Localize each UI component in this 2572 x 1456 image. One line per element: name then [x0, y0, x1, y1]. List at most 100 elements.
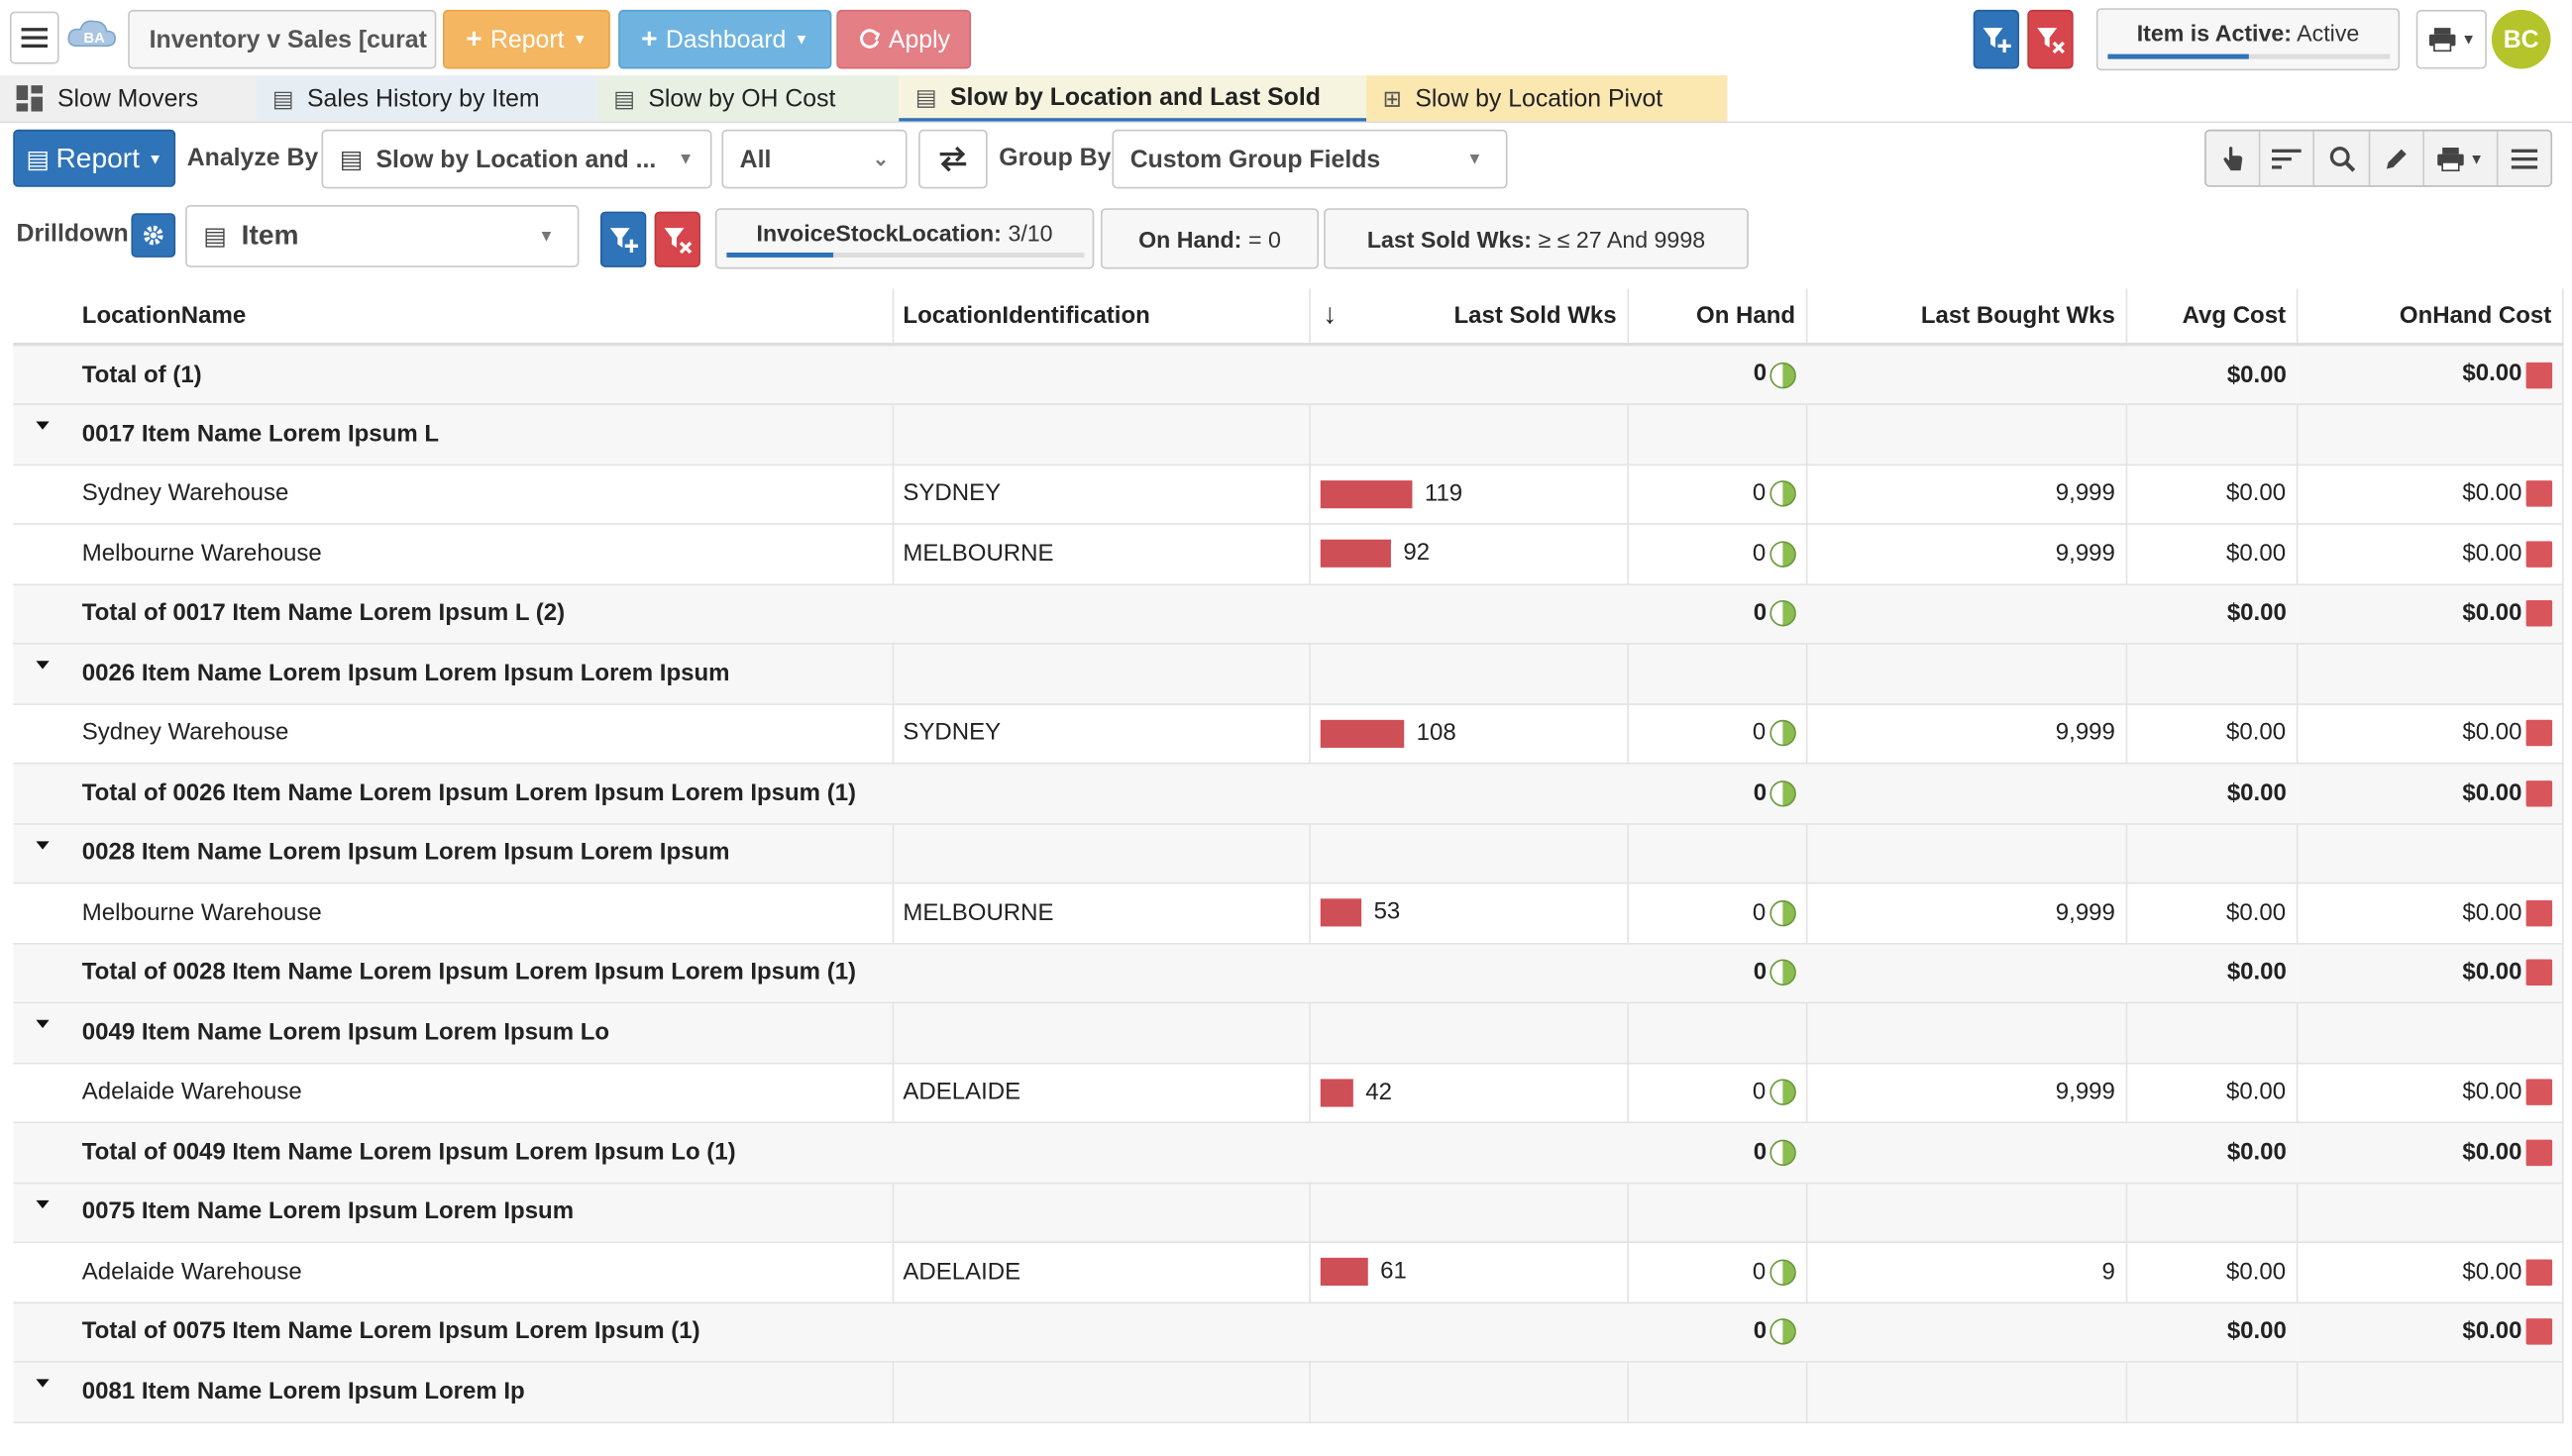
avg-cost-cell: $0.00 — [2125, 942, 2297, 1004]
scope-select[interactable]: All ⌄ — [721, 129, 908, 189]
filter-chip-text: InvoiceStockLocation: 3/10 — [757, 220, 1053, 246]
last-sold-cell: 61 — [1309, 1242, 1629, 1303]
last-sold-bar — [1319, 1078, 1353, 1107]
filter-chip-invoice-stock-location[interactable]: InvoiceStockLocation: 3/10 — [714, 208, 1095, 269]
onhand-cost-bar-icon — [2524, 541, 2552, 568]
group-row[interactable]: 0075 Item Name Lorem Ipsum Lorem Ipsum — [13, 1182, 2563, 1243]
last-bought-value: 9,999 — [2055, 480, 2115, 507]
tab-slow-movers[interactable]: Slow Movers — [0, 75, 257, 122]
group-name: 0049 Item Name Lorem Ipsum Lorem Ipsum L… — [81, 1019, 610, 1046]
col-header-last-sold-wks[interactable]: ↓ Last Sold Wks — [1309, 288, 1629, 347]
onhand-cost-value: $0.00 — [2462, 361, 2522, 388]
table-row[interactable]: Melbourne Warehouse MELBOURNE 92 0 9,999 $0.0… — [13, 523, 2563, 585]
collapse-caret-icon[interactable] — [36, 661, 50, 670]
empty-cell — [1627, 823, 1807, 884]
user-avatar[interactable]: BC — [2491, 9, 2551, 69]
group-row[interactable]: 0081 Item Name Lorem Ipsum Lorem Ip — [13, 1361, 2563, 1423]
location-name-cell: Adelaide Warehouse — [13, 1062, 894, 1124]
empty-cell — [2296, 404, 2563, 466]
printer-icon — [2437, 147, 2465, 171]
avg-cost-cell: $0.00 — [2125, 763, 2297, 824]
table-row[interactable]: Adelaide Warehouse ADELAIDE 42 0 9,999 $0.00 $… — [13, 1062, 2563, 1124]
on-hand-pie-icon — [1769, 362, 1796, 388]
drilldown-clear-filter-button[interactable] — [654, 211, 700, 267]
on-hand-value: 0 — [1752, 480, 1767, 507]
drilldown-add-filter-button[interactable] — [599, 211, 647, 267]
export-print-button[interactable]: ▼ — [2424, 131, 2499, 186]
group-row[interactable]: 0028 Item Name Lorem Ipsum Lorem Ipsum L… — [13, 823, 2563, 884]
on-hand-value: 0 — [1753, 780, 1768, 806]
total-row[interactable]: Total of 0049 Item Name Lorem Ipsum Lore… — [13, 1122, 2563, 1184]
edit-button[interactable] — [2370, 131, 2424, 186]
print-menu-button[interactable]: ▼ — [2415, 9, 2487, 69]
report-menu-button[interactable]: ▤ Report ▼ — [13, 129, 176, 187]
filter-chip-on-hand[interactable]: On Hand: = 0 — [1100, 208, 1320, 269]
tab-slow-by-oh-cost[interactable]: ▤ Slow by OH Cost — [596, 75, 900, 122]
table-row[interactable]: Adelaide Warehouse ADELAIDE 61 0 9 $0.00 $0.00 — [13, 1242, 2563, 1303]
filter-clear-icon — [664, 228, 693, 255]
hamburger-menu-button[interactable] — [9, 11, 59, 64]
tab-slow-by-location-pivot[interactable]: ⊞ Slow by Location Pivot — [1366, 75, 1728, 122]
table-row[interactable]: Sydney Warehouse SYDNEY 119 0 9,999 $0.00 $0.0… — [13, 464, 2563, 525]
onhand-cost-cell: $0.00 — [2296, 1301, 2563, 1363]
avg-cost-value: $0.00 — [2226, 1139, 2287, 1166]
drilldown-select[interactable]: ▤ Item ▼ — [185, 204, 580, 267]
apply-button[interactable]: Apply — [836, 9, 972, 69]
apply-label: Apply — [888, 25, 951, 53]
on-hand-value: 0 — [1753, 600, 1768, 627]
collapse-caret-icon[interactable] — [36, 840, 50, 849]
add-filter-button[interactable] — [1973, 9, 2020, 69]
collapse-caret-icon[interactable] — [36, 1019, 50, 1029]
collapse-caret-icon[interactable] — [36, 1379, 50, 1388]
add-dashboard-button[interactable]: + Dashboard ▼ — [618, 9, 832, 69]
last-sold-bar — [1319, 540, 1391, 569]
tab-sales-history-by-item[interactable]: ▤ Sales History by Item — [256, 75, 597, 122]
group-row[interactable]: 0049 Item Name Lorem Ipsum Lorem Ipsum L… — [13, 1002, 2563, 1064]
total-row[interactable]: Total of 0026 Item Name Lorem Ipsum Lore… — [13, 763, 2563, 824]
avg-cost-cell: $0.00 — [2125, 1062, 2298, 1124]
onhand-cost-bar-icon — [2524, 1318, 2552, 1346]
report-title-tab[interactable]: Inventory v Sales [curat — [128, 9, 437, 69]
add-report-button[interactable]: + Report ▼ — [443, 9, 610, 69]
total-row[interactable]: Total of 0028 Item Name Lorem Ipsum Lore… — [13, 942, 2563, 1004]
group-by-select[interactable]: Custom Group Fields ▼ — [1112, 129, 1508, 189]
on-hand-cell: 0 — [1627, 1242, 1807, 1303]
status-filter-chip[interactable]: Item is Active: Active — [2095, 8, 2401, 71]
printer-icon — [2428, 28, 2455, 52]
group-row[interactable]: 0017 Item Name Lorem Ipsum L — [13, 404, 2563, 466]
clear-filter-button[interactable] — [2027, 9, 2074, 69]
touch-mode-button[interactable] — [2206, 131, 2261, 186]
analyze-by-select[interactable]: ▤ Slow by Location and ... ▼ — [321, 129, 712, 189]
col-header-avg-cost[interactable]: Avg Cost — [2125, 288, 2298, 347]
tab-slow-by-location-and-last-sold[interactable]: ▤ Slow by Location and Last Sold — [899, 75, 1367, 122]
sort-button[interactable] — [2261, 131, 2315, 186]
table-row[interactable]: Sydney Warehouse SYDNEY 108 0 9,999 $0.00 $0.0… — [13, 703, 2563, 765]
col-header-onhand-cost[interactable]: OnHand Cost — [2296, 288, 2563, 347]
caret-down-icon: ▼ — [1466, 150, 1483, 168]
last-bought-value: 9,999 — [2055, 540, 2115, 568]
group-row[interactable]: 0026 Item Name Lorem Ipsum Lorem Ipsum L… — [13, 643, 2563, 705]
filter-chip-last-sold-wks[interactable]: Last Sold Wks: ≥ ≤ 27 And 9998 — [1324, 208, 1749, 269]
search-button[interactable] — [2315, 131, 2370, 186]
col-header-location-name[interactable]: LocationName — [13, 288, 894, 347]
col-header-location-identification[interactable]: LocationIdentification — [892, 288, 1310, 347]
location-name: Melbourne Warehouse — [81, 540, 322, 568]
col-header-on-hand[interactable]: On Hand — [1627, 288, 1807, 347]
total-name-cell: Total of (1) — [13, 344, 1628, 405]
col-header-last-bought-wks[interactable]: Last Bought Wks — [1805, 288, 2127, 347]
swap-button[interactable] — [918, 129, 988, 189]
drilldown-settings-button[interactable] — [131, 213, 176, 258]
location-id: ADELAIDE — [903, 1079, 1021, 1106]
on-hand-cell: 0 — [1627, 763, 1806, 824]
total-row[interactable]: Total of 0017 Item Name Lorem Ipsum L (2… — [13, 583, 2563, 645]
table-row[interactable]: Melbourne Warehouse MELBOURNE 53 0 9,999 $0.0… — [13, 883, 2563, 944]
report-list-icon: ▤ — [203, 223, 227, 252]
collapse-caret-icon[interactable] — [36, 1199, 50, 1208]
pivot-icon: ⊞ — [1382, 84, 1403, 111]
collapse-caret-icon[interactable] — [36, 421, 50, 430]
more-menu-button[interactable] — [2498, 131, 2550, 185]
total-row[interactable]: Total of (1) 0 $0.00 $0.00 — [13, 344, 2563, 405]
avg-cost-cell: $0.00 — [2125, 883, 2298, 944]
plus-icon: + — [641, 23, 658, 54]
total-row[interactable]: Total of 0075 Item Name Lorem Ipsum Lore… — [13, 1301, 2563, 1363]
